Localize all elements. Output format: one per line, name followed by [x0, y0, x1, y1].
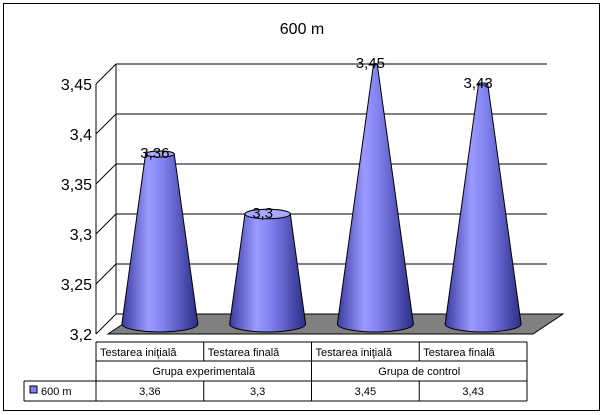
y-tick-labels: 3,2 3,25 3,3 3,35 3,4 3,45 [61, 77, 92, 344]
legend-label: 600 m [41, 386, 72, 398]
y-tick-label: 3,45 [61, 77, 92, 94]
y-tick-label: 3,25 [61, 277, 92, 294]
table-value: 3,43 [462, 386, 483, 398]
cone-series [121, 63, 522, 333]
group-label: Grupa experimentală [152, 366, 256, 378]
cone-bar [444, 82, 522, 333]
category-label: Testarea iniţială [316, 347, 393, 359]
y-tick-label: 3,2 [70, 327, 92, 344]
cone-top [244, 208, 291, 220]
group-label: Grupa de control [378, 366, 460, 378]
data-label: 3,43 [464, 75, 493, 92]
category-label: Testarea finală [208, 347, 280, 359]
data-labels: 3,36 3,3 3,45 3,43 [140, 55, 492, 222]
gridline-side [95, 213, 117, 235]
y-tick-label: 3,3 [70, 227, 92, 244]
cone-bar [229, 208, 307, 333]
table-value: 3,45 [355, 386, 376, 398]
data-label: 3,36 [140, 145, 169, 162]
gridline-side [95, 313, 117, 335]
legend-swatch [29, 385, 38, 394]
cone-bar [121, 150, 199, 333]
data-label: 3,3 [252, 205, 273, 222]
cone-top [478, 82, 489, 86]
cone-bar [336, 63, 414, 333]
y-tick-label: 3,35 [61, 177, 92, 194]
gridline-side [95, 263, 117, 285]
category-label: Testarea iniţială [100, 347, 177, 359]
y-tick-label: 3,4 [70, 127, 92, 144]
data-label: 3,45 [356, 55, 385, 72]
chart-frame: 600 m 3,2 3,25 3,3 3,35 3,4 3,45 3,36 3,3 3,45 3… [3, 3, 600, 411]
chart-title: 600 m [280, 21, 324, 38]
table-value: 3,3 [250, 386, 265, 398]
data-table: Testarea iniţială Testarea finală Grupa ex… [23, 341, 528, 402]
table-value: 3,36 [139, 386, 160, 398]
cone-top [145, 150, 175, 158]
cone-body [336, 63, 414, 333]
cone-body [444, 82, 522, 333]
chart-canvas: 600 m 3,23,253,33,353,43,45 3,363,33,453… [23, 21, 565, 402]
gridline-side [95, 163, 117, 185]
cone-body [121, 150, 199, 333]
axes [95, 64, 117, 334]
category-label: Testarea finală [423, 347, 495, 359]
gridline-side [95, 113, 117, 135]
cone-top [373, 63, 378, 65]
cone-body [229, 208, 307, 333]
gridline-side [95, 63, 117, 85]
